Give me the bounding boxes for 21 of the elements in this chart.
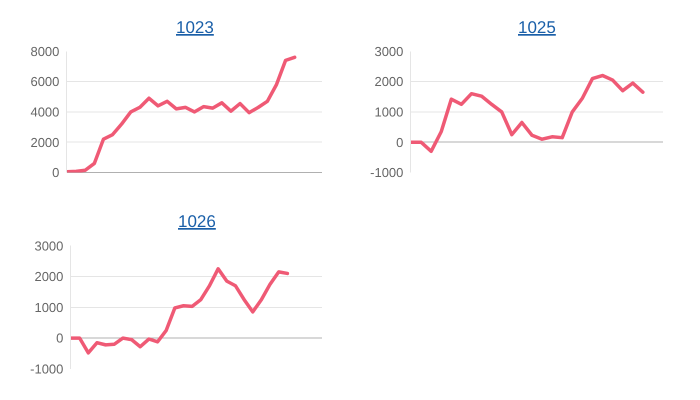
line-series [71,267,290,355]
y-tick-label: 6000 [30,74,60,90]
chart-title: 1026 [178,212,216,231]
chart-title: 1023 [176,18,214,37]
y-tick-label: -1000 [30,361,64,376]
y-tick-label: 3000 [374,44,404,59]
y-tick-label: 4000 [30,104,60,120]
y-tick-label: -1000 [370,165,404,180]
y-tick-label: 1000 [374,104,404,120]
chart-title: 1025 [518,18,556,37]
y-tick-label: 2000 [30,134,60,150]
y-tick-label: 0 [396,134,404,150]
y-tick-label: 2000 [374,74,404,90]
y-tick-label: 3000 [34,238,64,254]
y-tick-label: 0 [56,330,64,346]
line-series [411,74,645,154]
y-tick-label: 2000 [34,269,64,284]
y-tick-label: 0 [52,165,60,180]
y-tick-label: 1000 [34,300,64,315]
line-series [67,56,296,173]
y-tick-label: 8000 [30,44,60,59]
